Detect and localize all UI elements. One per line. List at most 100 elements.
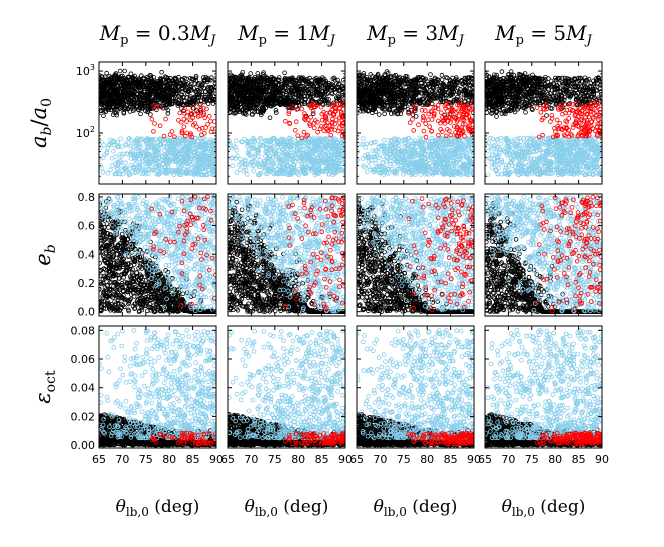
point-lightblue xyxy=(159,154,165,159)
point-red xyxy=(151,103,156,108)
point-lightblue xyxy=(127,363,133,369)
point-red xyxy=(197,274,203,279)
point-lightblue xyxy=(184,283,190,289)
point-lightblue xyxy=(134,229,139,235)
point-lightblue xyxy=(101,155,106,160)
point-lightblue xyxy=(149,268,155,274)
point-lightblue xyxy=(155,255,160,261)
point-lightblue xyxy=(192,267,197,272)
point-lightblue xyxy=(123,141,129,147)
point-lightblue xyxy=(154,208,160,213)
point-red xyxy=(208,129,214,135)
point-black xyxy=(107,238,113,243)
point-lightblue xyxy=(132,410,137,416)
point-lightblue xyxy=(179,256,184,262)
point-black xyxy=(159,69,164,75)
point-black xyxy=(188,85,194,90)
point-red xyxy=(197,126,202,132)
point-lightblue xyxy=(172,209,178,214)
point-lightblue xyxy=(157,281,162,287)
point-black xyxy=(112,417,117,423)
point-black xyxy=(115,300,121,306)
point-black xyxy=(135,297,140,303)
point-black xyxy=(160,97,165,102)
point-black xyxy=(146,285,152,291)
point-lightblue xyxy=(156,198,162,203)
point-red xyxy=(176,229,181,235)
point-lightblue xyxy=(146,233,151,239)
point-lightblue xyxy=(179,344,184,350)
point-black xyxy=(126,233,132,238)
point-black xyxy=(125,265,130,271)
point-lightblue xyxy=(167,243,172,249)
point-black xyxy=(112,442,117,448)
point-black xyxy=(165,78,170,83)
point-black xyxy=(170,442,176,448)
panel-r2-c0: 65 70 75 80 85 900.000.020.040.060.08 xyxy=(71,324,224,466)
point-black xyxy=(127,109,133,114)
point-lightblue xyxy=(178,286,184,292)
point-black xyxy=(135,107,141,112)
point-lightblue xyxy=(139,409,145,415)
point-black xyxy=(158,308,164,313)
point-black xyxy=(142,104,147,109)
point-lightblue xyxy=(183,264,189,270)
point-black xyxy=(212,442,216,447)
point-black xyxy=(152,279,157,285)
point-black xyxy=(154,107,159,113)
point-lightblue xyxy=(149,400,155,406)
point-black xyxy=(195,82,201,87)
point-black xyxy=(184,81,189,87)
point-lightblue xyxy=(152,216,158,222)
point-black xyxy=(113,71,119,76)
point-black xyxy=(169,78,175,84)
point-black xyxy=(175,84,181,90)
point-lightblue xyxy=(203,211,208,216)
point-red xyxy=(185,109,191,114)
point-lightblue xyxy=(199,368,204,374)
point-black xyxy=(101,113,106,118)
point-black xyxy=(138,247,143,253)
point-black xyxy=(104,221,110,226)
point-lightblue xyxy=(104,149,110,155)
point-lightblue xyxy=(131,165,137,170)
point-black xyxy=(145,308,150,314)
point-lightblue xyxy=(137,216,143,221)
point-black xyxy=(105,299,110,304)
point-black xyxy=(114,439,119,445)
point-lightblue xyxy=(134,236,140,241)
point-lightblue xyxy=(161,136,166,142)
point-lightblue xyxy=(153,410,159,415)
point-red xyxy=(204,106,209,112)
point-lightblue xyxy=(111,345,117,350)
point-lightblue xyxy=(99,163,103,168)
point-lightblue xyxy=(116,226,122,232)
point-lightblue xyxy=(128,202,134,208)
point-black xyxy=(116,276,122,281)
point-lightblue xyxy=(182,154,188,159)
point-lightblue xyxy=(184,328,190,333)
point-lightblue xyxy=(173,207,179,212)
point-lightblue xyxy=(123,398,129,404)
point-lightblue xyxy=(144,152,150,157)
point-black xyxy=(181,95,187,100)
point-lightblue xyxy=(128,137,134,143)
point-black xyxy=(119,304,125,310)
point-lightblue xyxy=(184,270,189,276)
point-black xyxy=(101,289,107,294)
point-lightblue xyxy=(160,205,165,211)
point-black xyxy=(125,87,131,92)
point-lightblue xyxy=(129,142,134,147)
point-black xyxy=(107,94,112,100)
point-lightblue xyxy=(156,172,162,177)
point-red xyxy=(188,132,193,138)
point-lightblue xyxy=(193,166,199,172)
point-black xyxy=(206,94,212,100)
point-lightblue xyxy=(169,255,175,260)
point-red xyxy=(189,111,195,116)
point-lightblue xyxy=(158,238,163,244)
point-lightblue xyxy=(204,335,210,341)
point-black xyxy=(164,93,170,98)
point-lightblue xyxy=(188,171,194,176)
